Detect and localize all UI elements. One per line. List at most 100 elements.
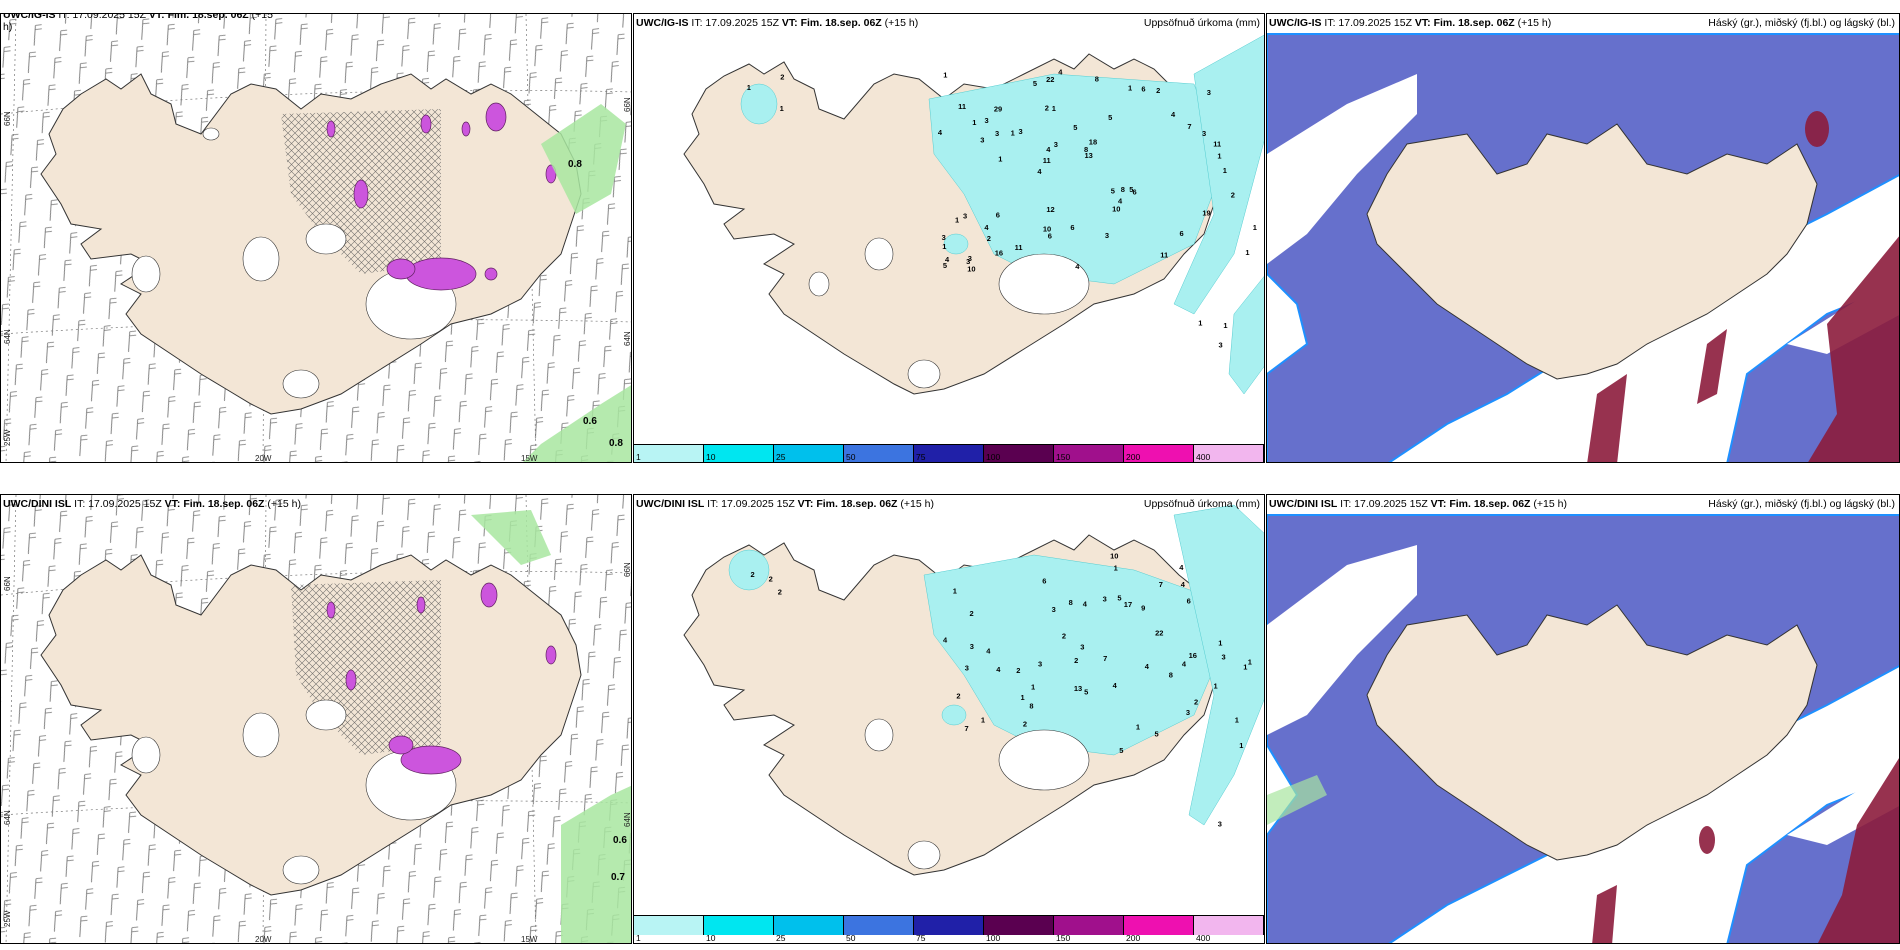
precip-value: 1 xyxy=(1223,321,1227,330)
precip-colorbar-labels: 1 10 25 50 75 100 150 200 400 xyxy=(634,452,1264,462)
precip-value: 11 xyxy=(1043,156,1051,165)
init-time: IT: 17.09.2025 15Z xyxy=(1340,498,1428,510)
precip-value: 8 xyxy=(1121,185,1125,194)
precip-value: 1 xyxy=(1217,152,1221,161)
precip-value: 3 xyxy=(965,664,969,673)
panel-field-title: Uppsöfnuð úrkoma (mm) xyxy=(1143,498,1260,510)
precip-value: 1 xyxy=(998,155,1002,164)
precip-value: 12 xyxy=(1046,205,1054,214)
icing-areas xyxy=(326,582,557,775)
precip-value: 2 xyxy=(769,574,773,583)
precip-value: 1 xyxy=(1198,319,1202,328)
wind-map: 0.8 0.6 0.8 xyxy=(1,14,631,462)
colorbar-tick-label: 50 xyxy=(846,452,856,462)
precip-value: 5 xyxy=(1108,113,1112,122)
value-label: 0.8 xyxy=(609,438,623,449)
precip-value: 3 xyxy=(968,254,972,263)
precip-value: 3 xyxy=(1103,594,1107,603)
colorbar-tick-label: 25 xyxy=(776,933,786,943)
lat-label-right-s: 64N xyxy=(623,331,632,346)
precip-value: 10 xyxy=(967,265,975,274)
precip-value: 4 xyxy=(1046,145,1051,154)
precip-value: 1 xyxy=(1218,639,1222,648)
model-name: UWC/IG-IS xyxy=(3,13,56,21)
precip-value: 1 xyxy=(1214,682,1218,691)
precip-value: 7 xyxy=(1103,654,1107,663)
precip-value: 9 xyxy=(1141,604,1145,613)
precip-value: 1 xyxy=(1031,682,1035,691)
cloud-map xyxy=(1267,495,1899,943)
precip-value: 3 xyxy=(1202,129,1206,138)
lon-label-e: 15W xyxy=(521,454,538,463)
precip-value: 1 xyxy=(1136,722,1140,731)
precip-value: 8 xyxy=(1029,701,1033,710)
precip-value: 3 xyxy=(970,642,974,651)
precip-value: 2 xyxy=(956,691,960,700)
precip-value: 6 xyxy=(1141,84,1145,93)
precip-value: 3 xyxy=(1080,643,1084,652)
model-name: UWC/IG-IS xyxy=(1269,17,1322,29)
precip-value: 6 xyxy=(1133,188,1137,197)
wind-map: 0.6 0.7 xyxy=(1,495,631,943)
precip-value: 4 xyxy=(943,635,948,644)
colorbar-segment xyxy=(1054,916,1124,935)
model-name: UWC/DINI ISL xyxy=(636,498,705,510)
precip-value: 1 xyxy=(1021,693,1025,702)
panel-title: UWC/IG-IS IT: 17.09.2025 15Z VT: Fim. 18… xyxy=(636,17,918,29)
precip-value: 10 xyxy=(1110,551,1118,560)
colorbar-segment xyxy=(914,445,984,462)
colorbar-tick-label: 75 xyxy=(916,452,926,462)
valid-time: VT: Fim. 18.sep. 06Z xyxy=(1414,17,1515,29)
precip-value: 2 xyxy=(970,609,974,618)
precip-value: 2 xyxy=(1016,666,1020,675)
precip-value: 7 xyxy=(965,724,969,733)
colorbar-tick-label: 10 xyxy=(706,452,716,462)
precip-values: 1124532533121186112211571110429161165413… xyxy=(747,67,1257,349)
precip-value: 11 xyxy=(1015,243,1023,252)
precip-value: 10 xyxy=(1112,204,1120,213)
white-patches xyxy=(864,718,1090,870)
precip-value: 1 xyxy=(943,71,947,80)
precip-value: 4 xyxy=(1179,563,1184,572)
precip-value: 2 xyxy=(987,234,991,243)
precip-map: 1124532533121186112211571110429161165413… xyxy=(683,34,1264,395)
lon-label-m: 20W xyxy=(255,935,272,944)
precip-value: 3 xyxy=(963,212,967,221)
precip-value: 4 xyxy=(1075,262,1080,271)
precip-value: 3 xyxy=(1019,127,1023,136)
precip-value: 3 xyxy=(1186,708,1190,717)
precip-value: 5 xyxy=(1073,123,1077,132)
precip-value: 3 xyxy=(995,129,999,138)
precip-colorbar xyxy=(634,444,1264,462)
precip-value: 2 xyxy=(1194,698,1198,707)
panel-dini-wind: UWC/DINI ISL IT: 17.09.2025 15Z VT: Fim.… xyxy=(0,494,632,944)
precip-value: 2 xyxy=(778,587,782,596)
precip-green xyxy=(523,104,631,462)
init-time: IT: 17.09.2025 15Z xyxy=(74,498,162,510)
lead-time: (+15 h) xyxy=(267,498,301,510)
lead-time-cont: h) xyxy=(3,21,13,33)
precip-value: 4 xyxy=(1145,662,1150,671)
precip-value: 2 xyxy=(1023,720,1027,729)
precip-value: 4 xyxy=(1037,167,1042,176)
valid-time: VT: Fim. 18.sep. 06Z xyxy=(797,498,898,510)
precip-value: 19 xyxy=(1202,208,1210,217)
panel-title: UWC/DINI ISL IT: 17.09.2025 15Z VT: Fim.… xyxy=(3,498,301,510)
precip-value: 5 xyxy=(1129,185,1133,194)
precip-value: 4 xyxy=(1181,580,1186,589)
value-label: 0.8 xyxy=(568,159,582,170)
precip-value: 4 xyxy=(984,223,989,232)
precip-value: 2 xyxy=(1156,86,1160,95)
precip-value: 22 xyxy=(1155,628,1163,637)
colorbar-segment xyxy=(634,916,704,935)
precip-value: 5 xyxy=(1117,594,1121,603)
precip-green xyxy=(471,510,631,943)
colorbar-tick-label: 200 xyxy=(1126,933,1141,943)
precip-value: 3 xyxy=(1218,820,1222,829)
precip-value: 1 xyxy=(1223,166,1227,175)
precip-green xyxy=(1267,775,1327,825)
colorbar-tick-label: 200 xyxy=(1126,452,1141,462)
value-label: 0.7 xyxy=(611,872,625,883)
colorbar-tick-label: 1 xyxy=(636,933,641,943)
